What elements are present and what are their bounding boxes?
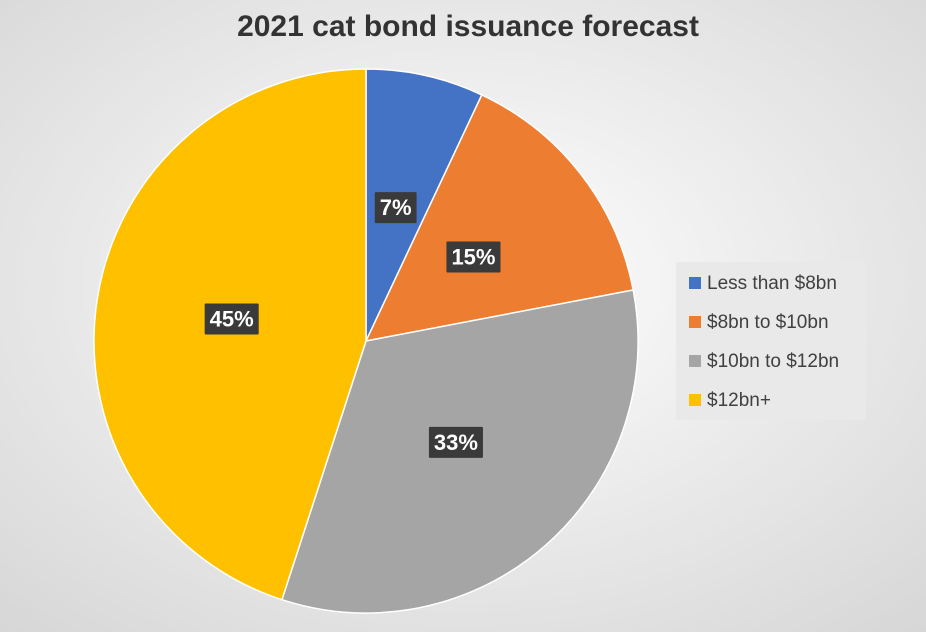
pie-slice [365, 68, 483, 342]
data-label: 7% [380, 195, 412, 220]
legend-swatch [689, 316, 701, 328]
data-label: 33% [434, 430, 478, 455]
data-label-box [446, 241, 501, 273]
legend-swatch [689, 394, 701, 406]
legend-swatch [689, 355, 701, 367]
legend-label: $12bn+ [707, 390, 771, 411]
data-label: 45% [210, 307, 254, 332]
data-label-box [374, 192, 417, 224]
legend-label: Less than $8bn [707, 273, 837, 294]
legend-label: $8bn to $10bn [707, 312, 829, 333]
legend-label: $10bn to $12bn [707, 351, 839, 372]
data-label-box [428, 426, 483, 458]
legend-swatch [689, 277, 701, 289]
data-label: 15% [451, 244, 495, 269]
legend-box [676, 262, 866, 420]
pie-slice [364, 93, 635, 343]
data-label-box [204, 303, 259, 335]
chart-title: 2021 cat bond issuance forecast [237, 10, 699, 43]
